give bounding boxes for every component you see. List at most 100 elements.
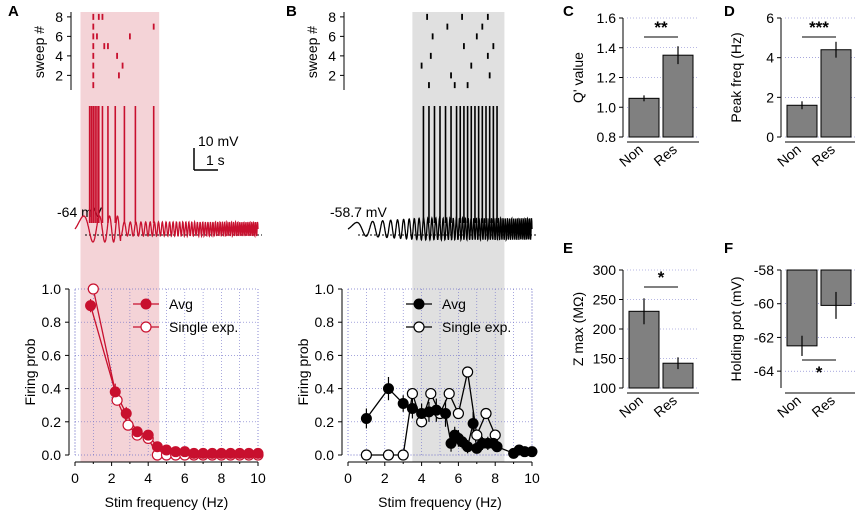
c-ytick-label: 1.6 (597, 10, 617, 26)
b-raster-ytick-label: 2 (328, 67, 336, 83)
a-avg-point (151, 441, 163, 453)
c-bar-res (662, 54, 694, 138)
f-ytick-label: -58 (754, 262, 774, 278)
b-avg-point (491, 441, 503, 453)
a-prob-xtick-label: 8 (218, 470, 226, 486)
b-single-point (406, 387, 418, 400)
c-ylabel: Q' value (570, 52, 586, 103)
f-category-label: Res (809, 392, 838, 420)
f-category-label: Non (774, 392, 804, 421)
a-single-point (87, 283, 99, 295)
b-prob-ytick-label: 0.0 (315, 447, 335, 463)
b-raster-ylabel: sweep # (304, 26, 320, 78)
a-prob-ytick-label: 0.4 (42, 381, 62, 397)
a-avg-point (206, 447, 218, 459)
a-avg-point (179, 446, 191, 458)
b-legend-single-marker (413, 321, 425, 333)
a-avg-point (170, 446, 182, 458)
c-bar-non (628, 97, 660, 138)
a-avg-point (234, 447, 246, 459)
a-legend-single-marker (140, 321, 152, 333)
a-prob-ytick-label: 0.0 (42, 447, 62, 463)
panel-letter-e: E (563, 240, 573, 257)
b-single-point (360, 449, 372, 461)
b-prob-ytick-label: 1.0 (315, 281, 335, 297)
a-prob-xtick-label: 0 (71, 470, 79, 486)
a-plot-frame (74, 288, 259, 456)
a-prob-xtick-label: 4 (144, 470, 152, 486)
a-scalebar-voltage-label: 10 mV (198, 133, 239, 149)
a-avg-point (215, 447, 227, 459)
a-avg-point (197, 447, 209, 459)
b-single-point (425, 387, 437, 400)
b-prob-ytick-label: 0.8 (315, 314, 335, 330)
c-category-label: Res (651, 141, 680, 169)
a-avg-point (85, 300, 97, 312)
c-significance-stars: ** (654, 18, 668, 37)
d-ytick-label: 6 (766, 10, 774, 26)
d-category-label: Res (809, 141, 838, 169)
b-single-point (462, 366, 474, 378)
panel-letter-a: A (8, 3, 19, 20)
d-bar-res (820, 49, 852, 138)
b-plot-frame (347, 288, 533, 456)
a-prob-xlabel: Stim frequency (Hz) (105, 494, 229, 510)
a-avg-point (120, 408, 132, 419)
e-ytick-label: 150 (593, 351, 617, 367)
b-single-point (382, 449, 395, 461)
panel-letter-f: F (724, 240, 733, 257)
b-prob-xtick-label: 10 (524, 470, 540, 486)
c-ytick-label: 0.8 (597, 129, 617, 145)
b-avg-point (467, 417, 479, 429)
a-avg-point (161, 444, 172, 456)
a-legend-avg-label: Avg (169, 296, 193, 312)
panel-letter-c: C (563, 3, 574, 20)
b-prob-ytick-label: 0.6 (315, 347, 335, 363)
a-prob-xtick-label: 6 (181, 470, 189, 486)
b-avg-point (397, 398, 409, 410)
a-voltage-trace (74, 215, 259, 243)
b-avg-point (462, 441, 474, 453)
e-ytick-label: 250 (593, 292, 617, 308)
b-prob-xtick-label: 6 (455, 470, 463, 486)
b-avg-point (440, 408, 452, 419)
e-ylabel: Z max (MΩ) (570, 292, 586, 366)
a-prob-xtick-label: 2 (108, 470, 116, 486)
a-raster-ylabel: sweep # (31, 26, 47, 78)
a-avg-point (225, 447, 237, 459)
a-avg-point (243, 447, 255, 459)
b-raster-ytick-label: 8 (328, 9, 336, 25)
f-ytick-label: -60 (754, 296, 774, 312)
a-single-point (122, 419, 134, 431)
b-avg-point (406, 403, 418, 415)
b-prob-ytick-label: 0.2 (315, 414, 335, 430)
panel-letter-d: D (724, 3, 735, 20)
b-prob-ytick-label: 0.4 (315, 381, 335, 397)
e-ytick-label: 200 (593, 321, 617, 337)
d-ylabel: Peak freq (Hz) (728, 32, 744, 122)
a-prob-ytick-label: 0.2 (42, 414, 62, 430)
f-ytick-label: -62 (754, 329, 774, 345)
a-raster-ytick-label: 6 (55, 28, 63, 44)
a-prob-ytick-label: 0.8 (42, 314, 62, 330)
a-prob-ytick-label: 0.6 (42, 347, 62, 363)
b-avg-point (360, 412, 372, 424)
c-ytick-label: 1.2 (597, 70, 617, 86)
c-ytick-label: 1.0 (597, 99, 617, 115)
a-legend-avg-marker (140, 298, 152, 310)
b-avg-point (382, 383, 394, 395)
b-prob-xtick-label: 8 (491, 470, 499, 486)
a-raster-ytick-label: 2 (55, 67, 63, 83)
d-ytick-label: 0 (766, 129, 774, 145)
b-single-point (397, 449, 409, 461)
b-single-point (452, 407, 464, 420)
a-avg-point (252, 447, 264, 459)
a-prob-ylabel: Firing prob (22, 338, 38, 405)
b-legend-avg-marker (413, 298, 425, 310)
b-prob-xlabel: Stim frequency (Hz) (378, 494, 502, 510)
b-single-point (443, 387, 455, 400)
e-category-label: Non (616, 392, 646, 421)
b-single-point (480, 407, 492, 420)
d-ytick-label: 2 (766, 89, 774, 105)
